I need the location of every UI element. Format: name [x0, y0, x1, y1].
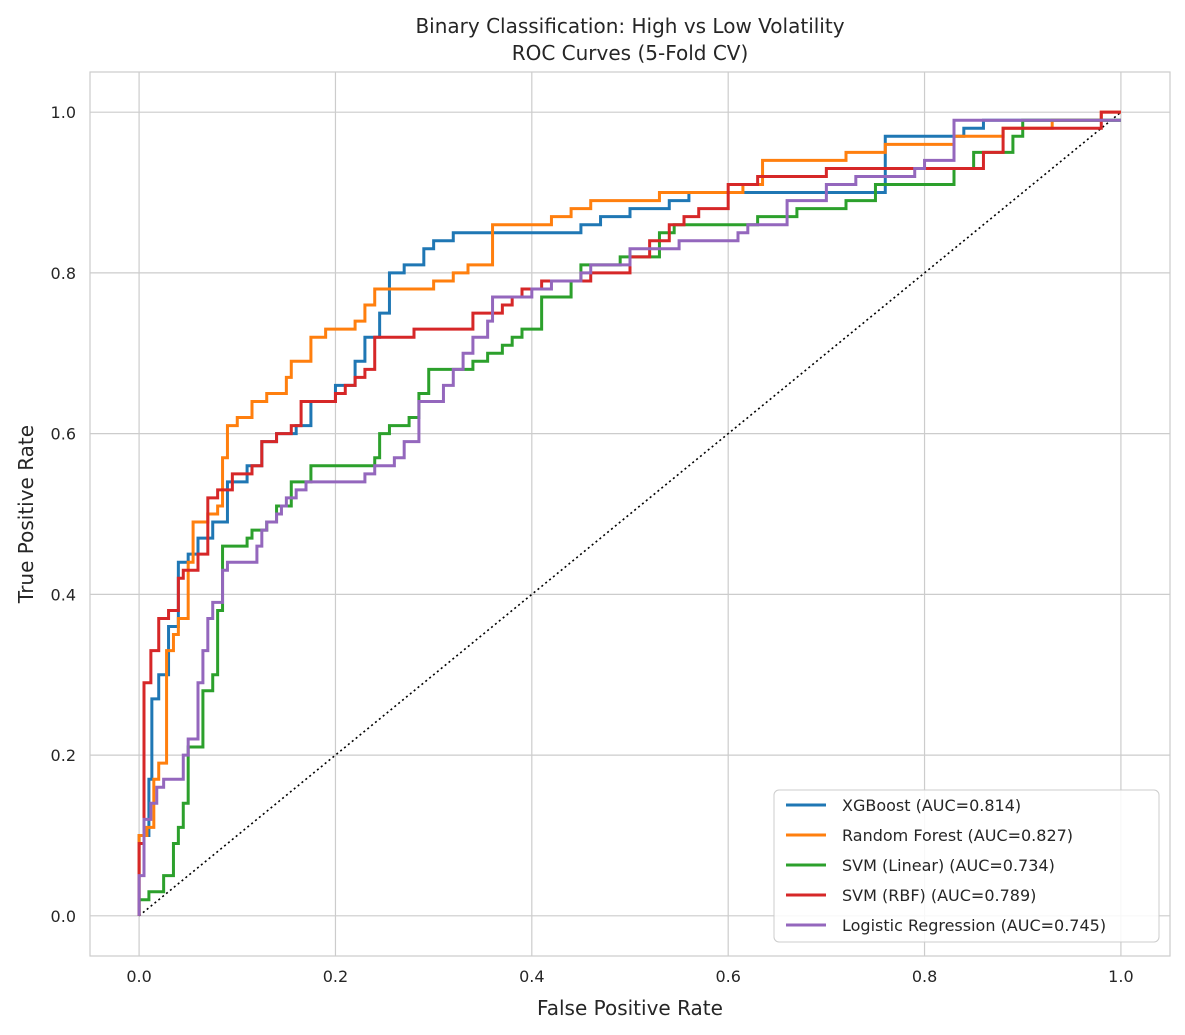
legend-label: SVM (RBF) (AUC=0.789) — [842, 886, 1036, 905]
legend-label: Random Forest (AUC=0.827) — [842, 826, 1073, 845]
plot-area: 0.0 0.2 0.4 0.6 0.8 1.0 0.0 0.2 0.4 0.6 0.8 1.0 — [51, 71, 1171, 986]
y-tick-label: 0.4 — [51, 585, 76, 604]
roc-curve-3 — [137, 110, 1121, 916]
chart-title: Binary Classification: High vs Low Volat… — [415, 14, 844, 38]
legend-label: SVM (Linear) (AUC=0.734) — [842, 856, 1055, 875]
legend-label: XGBoost (AUC=0.814) — [842, 796, 1021, 815]
x-axis-label: False Positive Rate — [537, 996, 723, 1020]
legend-label: Logistic Regression (AUC=0.745) — [842, 916, 1106, 935]
y-tick-label: 0.6 — [51, 425, 76, 444]
chart-subtitle: ROC Curves (5-Fold CV) — [512, 41, 749, 65]
legend-box — [773, 789, 1160, 943]
y-axis-label: True Positive Rate — [14, 425, 38, 604]
x-tick-label: 0.0 — [126, 967, 151, 986]
chance-diagonal-line — [138, 111, 1122, 917]
y-tick-label: 0.8 — [51, 264, 76, 283]
roc-curve-0 — [137, 118, 1121, 916]
x-tick-label: 1.0 — [1108, 967, 1133, 986]
roc-curve-4 — [137, 118, 1121, 916]
y-tick-label: 1.0 — [51, 103, 76, 122]
tick-labels: 0.0 0.2 0.4 0.6 0.8 1.0 0.0 0.2 0.4 0.6 0.8 1.0 — [51, 103, 1134, 986]
legend: XGBoost (AUC=0.814) Random Forest (AUC=0.… — [773, 789, 1160, 943]
x-tick-label: 0.2 — [323, 967, 348, 986]
y-tick-label: 0.0 — [51, 907, 76, 926]
x-tick-label: 0.4 — [519, 967, 544, 986]
x-tick-label: 0.8 — [912, 967, 937, 986]
x-tick-label: 0.6 — [715, 967, 740, 986]
y-tick-label: 0.2 — [51, 746, 76, 765]
roc-curve-1 — [137, 110, 1121, 916]
roc-curves — [137, 110, 1121, 916]
